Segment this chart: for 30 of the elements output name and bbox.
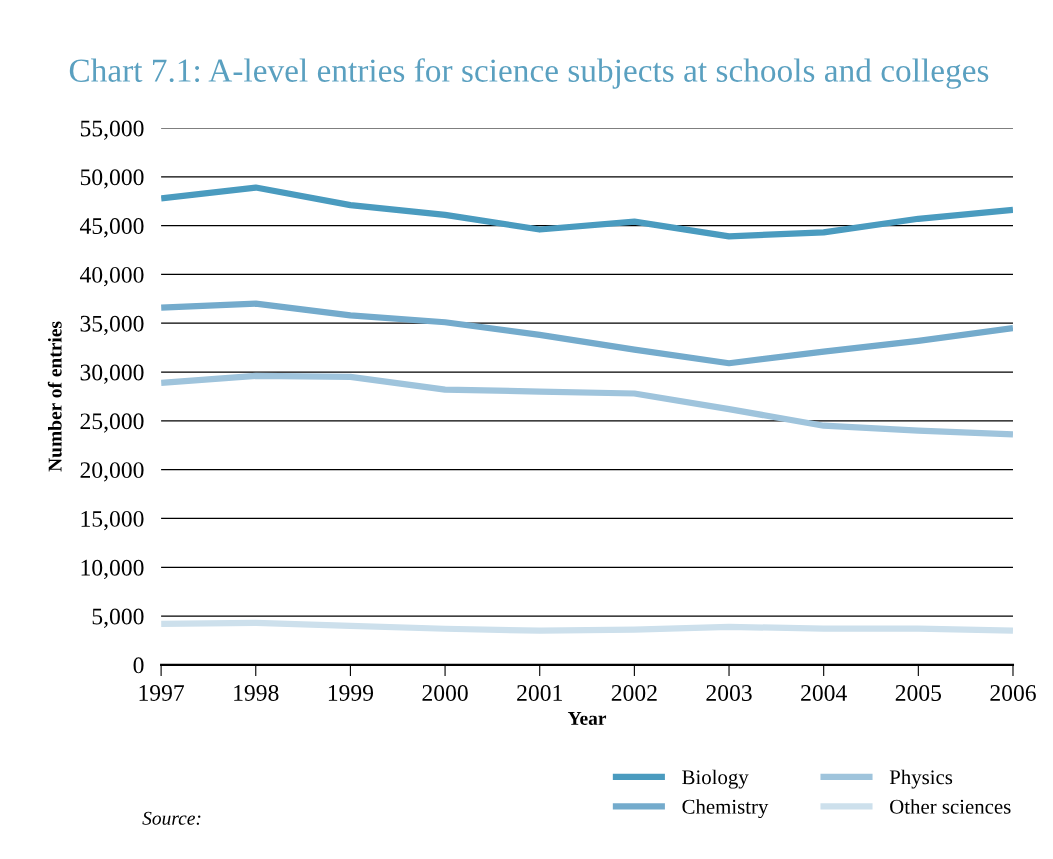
y-tick-label: 10,000	[81, 559, 144, 580]
source-note: Source:	[142, 811, 201, 825]
y-tick-label: 20,000	[80, 462, 144, 482]
y-tick-label: 30,000	[80, 364, 144, 384]
y-tick-label: 55,000	[80, 120, 144, 140]
y-axis-title: Number of entries	[47, 321, 62, 472]
legend-label: Other sciences	[890, 799, 1011, 814]
y-tick-label: 0	[133, 657, 144, 674]
y-tick-label: 50,000	[80, 169, 144, 189]
y-tick-label: 15,000	[81, 510, 144, 531]
legend-label: Biology	[682, 769, 749, 789]
y-tick-label: 35,000	[80, 315, 144, 336]
x-tick-label: 2003	[706, 684, 752, 701]
x-tick-label: 2001	[517, 684, 562, 701]
x-axis-title: Year	[567, 712, 607, 725]
x-tick-label: 2000	[422, 684, 468, 701]
legend-label: Chemistry	[682, 799, 769, 819]
y-tick-label: 40,000	[79, 266, 144, 287]
legend-label: Physics	[889, 769, 953, 789]
y-tick-label: 5,000	[92, 608, 144, 628]
x-tick-label: 1999	[328, 685, 374, 701]
x-tick-label: 2002	[611, 684, 657, 701]
x-tick-label: 2006	[990, 684, 1036, 701]
y-tick-label: 25,000	[80, 413, 144, 433]
chart-title: Chart 7.1: A-level entries for science subjects at schools and colleges	[69, 58, 989, 89]
y-tick-label: 45,000	[79, 218, 144, 238]
x-tick-label: 1998	[234, 684, 279, 701]
x-tick-label: 1997	[139, 685, 185, 701]
x-tick-label: 2005	[895, 684, 942, 701]
x-tick-label: 2004	[801, 684, 847, 701]
